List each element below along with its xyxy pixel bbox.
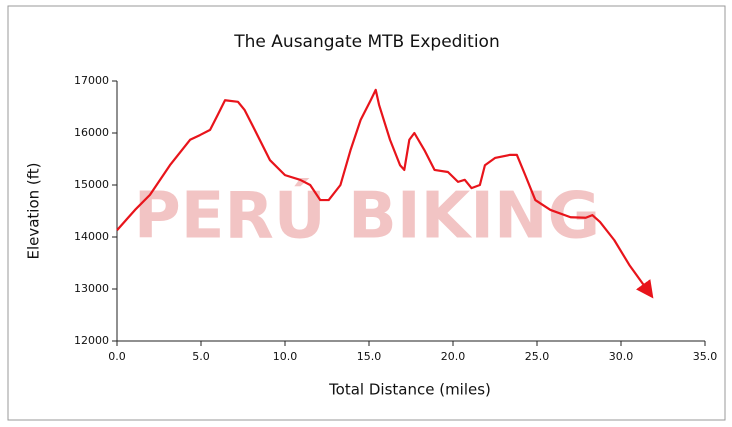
x-tick-label: 0.0 (108, 350, 126, 363)
chart-title: The Ausangate MTB Expedition (233, 32, 499, 52)
chart: PERÚ BIKING The Ausangate MTB Expedition… (0, 0, 732, 427)
x-tick-label: 10.0 (273, 350, 298, 363)
x-tick-label: 30.0 (609, 350, 634, 363)
x-tick-label: 15.0 (357, 350, 382, 363)
y-tick-label: 16000 (74, 126, 109, 139)
y-tick-label: 17000 (74, 74, 109, 87)
x-axis-label: Total Distance (miles) (328, 381, 491, 399)
y-axis-label: Elevation (ft) (25, 162, 43, 259)
x-tick-label: 35.0 (693, 350, 718, 363)
y-tick-label: 14000 (74, 230, 109, 243)
x-tick-label: 5.0 (192, 350, 210, 363)
y-tick-label: 13000 (74, 282, 109, 295)
x-tick-label: 25.0 (525, 350, 550, 363)
y-tick-label: 12000 (74, 334, 109, 347)
x-tick-label: 20.0 (441, 350, 466, 363)
y-tick-label: 15000 (74, 178, 109, 191)
